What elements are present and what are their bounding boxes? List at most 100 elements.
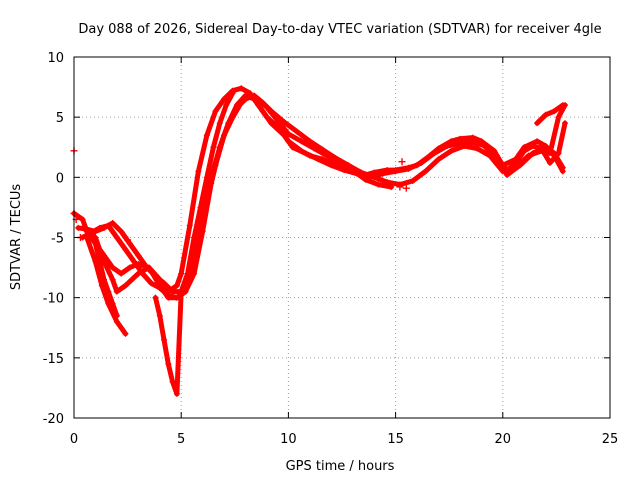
- data-point: [559, 102, 566, 109]
- data-point: [561, 120, 568, 127]
- data-point: [221, 96, 228, 103]
- data-point: [281, 118, 288, 125]
- data-point: [186, 222, 193, 229]
- data-point: [169, 288, 176, 295]
- data-point: [88, 228, 95, 235]
- data-point: [113, 288, 120, 295]
- data-point: [268, 120, 275, 127]
- data-point: [345, 162, 352, 169]
- data-point: [122, 330, 129, 337]
- data-point: [109, 276, 116, 283]
- data-point: [113, 234, 120, 241]
- chart-title: Day 088 of 2026, Sidereal Day-to-day VTE…: [78, 22, 601, 37]
- data-point: [156, 285, 163, 292]
- data-point: [173, 282, 180, 289]
- data-point: [384, 179, 391, 186]
- data-point: [402, 184, 410, 192]
- data-point: [195, 168, 202, 175]
- data-point: [126, 240, 133, 247]
- data-point: [216, 144, 223, 151]
- data-point: [126, 264, 133, 271]
- data-point: [229, 90, 236, 97]
- data-point: [362, 176, 369, 183]
- data-point: [504, 167, 511, 174]
- data-point: [534, 138, 541, 145]
- y-tick-label: -5: [51, 232, 64, 247]
- data-point: [225, 120, 232, 127]
- data-point: [109, 264, 116, 271]
- data-point: [152, 273, 159, 280]
- data-point: [478, 140, 485, 147]
- y-tick-label: -10: [43, 292, 64, 307]
- data-series-track-8: [534, 102, 566, 126]
- data-point: [161, 280, 168, 287]
- data-point: [486, 147, 493, 154]
- data-point: [293, 128, 300, 135]
- data-point: [101, 276, 108, 283]
- data-point: [191, 234, 198, 241]
- data-series-track-5: [84, 235, 128, 337]
- data-point: [461, 143, 468, 150]
- y-axis-label: SDTVAR / TECUs: [9, 184, 24, 291]
- y-tick-label: -15: [43, 352, 64, 367]
- data-point: [83, 234, 90, 241]
- data-point: [285, 131, 292, 138]
- data-point: [559, 164, 566, 171]
- data-point: [152, 294, 159, 301]
- data-point: [238, 85, 245, 92]
- x-tick-label: 20: [495, 432, 512, 447]
- data-point: [113, 312, 120, 319]
- data-point: [96, 258, 103, 265]
- data-point: [101, 252, 108, 259]
- data-point: [242, 96, 249, 103]
- data-point: [392, 168, 399, 175]
- data-point: [122, 282, 129, 289]
- data-point: [448, 147, 455, 154]
- data-point: [409, 177, 416, 184]
- data-point: [435, 156, 442, 163]
- data-point: [139, 270, 146, 277]
- data-point: [298, 138, 305, 145]
- data-point: [178, 270, 185, 277]
- x-tick-label: 0: [70, 432, 78, 447]
- data-point: [289, 144, 296, 151]
- data-point: [143, 264, 150, 271]
- data-point: [109, 300, 116, 307]
- data-point: [173, 390, 180, 397]
- data-point: [268, 108, 275, 115]
- data-point: [534, 120, 541, 127]
- data-point: [203, 132, 210, 139]
- data-point: [75, 224, 82, 231]
- data-point: [538, 145, 545, 152]
- data-point: [113, 318, 120, 325]
- data-point: [148, 280, 155, 287]
- data-point: [233, 104, 240, 111]
- data-point: [169, 378, 176, 385]
- data-point: [131, 258, 138, 265]
- data-point: [122, 246, 129, 253]
- data-point: [83, 226, 90, 233]
- data-point: [521, 147, 528, 154]
- ticks: 0 5 10 15 20 25 -20 -15 -10 -5 0 5 10: [43, 51, 619, 447]
- data-point: [499, 168, 506, 175]
- data-point: [259, 108, 266, 115]
- x-tick-label: 5: [177, 432, 185, 447]
- data-point: [551, 108, 558, 115]
- data-point: [92, 240, 99, 247]
- data-point: [109, 220, 116, 227]
- data-point: [418, 159, 425, 166]
- data-series-track-1: [71, 85, 566, 295]
- data-point: [371, 174, 378, 181]
- data-point: [495, 157, 502, 164]
- data-point: [165, 360, 172, 367]
- data-point: [96, 224, 103, 231]
- data-point: [405, 165, 412, 172]
- data-point: [375, 181, 382, 188]
- data-point: [203, 174, 210, 181]
- data-point: [398, 158, 406, 166]
- x-tick-label: 10: [280, 432, 297, 447]
- data-point: [223, 102, 230, 109]
- data-point: [542, 111, 549, 118]
- data-point: [546, 159, 553, 166]
